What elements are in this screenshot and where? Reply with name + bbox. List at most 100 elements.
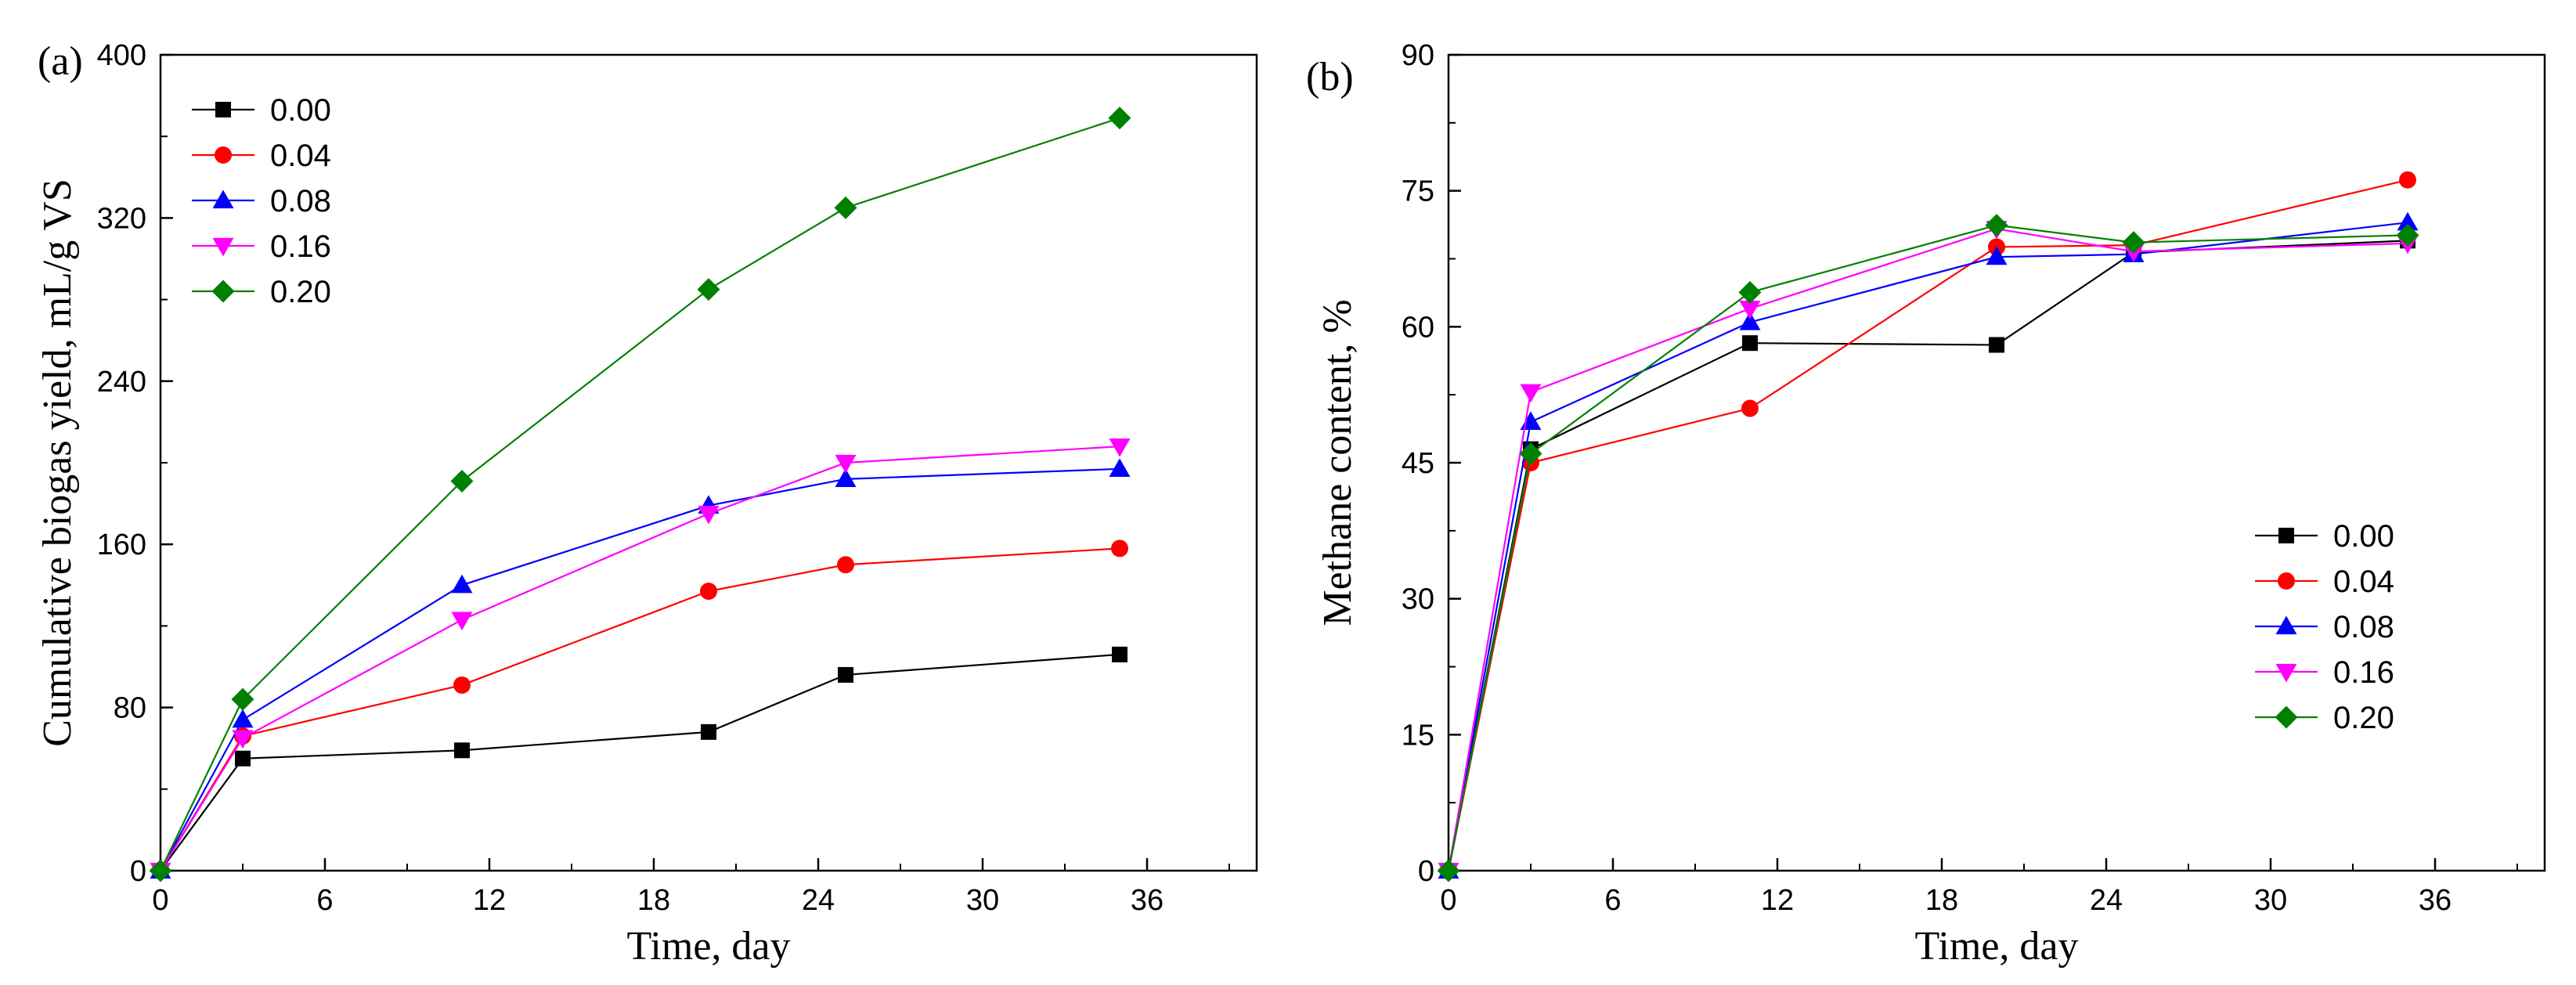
legend-marker-0.00: [215, 102, 231, 117]
data-point-0.20: [1738, 280, 1762, 304]
legend-label-0.16: 0.16: [270, 229, 331, 264]
data-point-0.04: [2399, 171, 2416, 189]
y-tick-label: 30: [1402, 583, 1434, 616]
panel-b-plot-area: 0 6 12 18 24 30 36 0 15 30 45 60 75 90: [1402, 39, 2546, 917]
data-point-0.16: [1520, 384, 1542, 403]
data-point-0.00: [1989, 337, 2004, 353]
y-tick-label: 240: [97, 366, 146, 399]
legend-label-0.00: 0.00: [270, 93, 331, 128]
x-tick-label: 24: [2090, 884, 2123, 917]
data-point-0.00: [1742, 335, 1758, 352]
panel-a-legend: 0.00 0.04 0.08 0.16 0.20: [192, 93, 331, 309]
data-point-0.04: [700, 583, 717, 601]
panel-a-label: (a): [38, 39, 83, 84]
data-point-0.16: [698, 506, 720, 525]
series-line-0.08: [160, 467, 1120, 871]
legend-marker-0.08: [2275, 615, 2297, 635]
y-tick-label: 320: [97, 202, 146, 235]
x-tick-label: 6: [316, 884, 333, 917]
x-tick-label: 36: [2419, 884, 2452, 917]
data-point-0.16: [451, 612, 473, 631]
data-point-0.04: [1111, 539, 1128, 557]
panel-b-series: [1437, 171, 2419, 882]
legend-label-0.20: 0.20: [2333, 701, 2394, 735]
legend-label-0.04: 0.04: [2333, 565, 2394, 599]
x-tick-label: 18: [1925, 884, 1958, 917]
x-tick-label: 12: [473, 884, 506, 917]
y-tick-label: 160: [97, 529, 146, 561]
series-line-0.08: [1447, 222, 2408, 871]
x-tick-label: 24: [802, 884, 835, 917]
data-point-0.20: [1437, 859, 1460, 882]
y-tick-label: 75: [1402, 175, 1434, 208]
data-point-0.16: [835, 454, 857, 474]
data-point-0.20: [149, 859, 172, 882]
data-point-0.20: [2396, 223, 2419, 247]
data-point-0.08: [1986, 246, 2008, 265]
panel-b-axes-frame: [1447, 53, 2546, 872]
legend-label-0.20: 0.20: [270, 275, 331, 309]
series-line-0.16: [1447, 228, 2408, 871]
x-tick-label: 12: [1761, 884, 1794, 917]
data-point-0.20: [2122, 231, 2145, 254]
legend-label-0.16: 0.16: [2333, 655, 2394, 690]
series-line-0.04: [160, 547, 1120, 871]
x-tick-label: 30: [966, 884, 999, 917]
panel-b-legend: 0.00 0.04 0.08 0.16 0.20: [2255, 519, 2394, 735]
x-tick-label: 30: [2254, 884, 2287, 917]
x-tick-label: 0: [152, 884, 168, 917]
panel-a: (a) 0 6 12 18 24 30 36 0 80 160 240 320 400 Time, da…: [35, 39, 1258, 969]
data-point-0.04: [453, 676, 471, 694]
data-point-0.08: [1739, 312, 1761, 330]
data-point-0.20: [834, 196, 857, 219]
x-tick-label: 18: [637, 884, 670, 917]
y-tick-label: 45: [1402, 447, 1434, 480]
data-point-0.08: [2397, 211, 2419, 231]
data-point-0.20: [697, 278, 720, 301]
legend-marker-0.20: [2275, 705, 2298, 729]
data-point-0.08: [1520, 411, 1542, 431]
y-tick-label: 0: [1418, 855, 1434, 888]
legend-marker-0.16: [2275, 663, 2297, 683]
panel-a-y-axis-title: Cumulative biogas yield, mL/g VS: [35, 179, 80, 747]
series-line-0.16: [160, 446, 1120, 871]
data-point-0.20: [1108, 106, 1131, 130]
data-point-0.20: [1985, 214, 2008, 237]
series-line-0.04: [1447, 179, 2408, 871]
legend-label-0.08: 0.08: [270, 184, 331, 218]
data-point-0.00: [838, 666, 853, 683]
x-tick-label: 6: [1604, 884, 1621, 917]
data-point-0.00: [1112, 646, 1127, 662]
legend-marker-0.04: [215, 146, 232, 164]
panel-a-ticks: 0 6 12 18 24 30 36 0 80 160 240 320 400: [97, 39, 1230, 917]
data-point-0.20: [231, 687, 254, 711]
data-point-0.20: [450, 469, 474, 492]
data-point-0.16: [1739, 301, 1761, 319]
legend-label-0.00: 0.00: [2333, 519, 2394, 554]
data-point-0.08: [451, 574, 473, 594]
legend-marker-0.00: [2278, 528, 2294, 543]
data-point-0.16: [232, 730, 254, 749]
data-point-0.08: [232, 709, 254, 728]
series-line-0.20: [1447, 224, 2408, 871]
panel-b-label: (b): [1306, 55, 1354, 99]
y-tick-label: 15: [1402, 719, 1434, 752]
data-point-0.20: [1519, 442, 1542, 465]
legend-marker-0.20: [211, 280, 235, 303]
legend-label-0.08: 0.08: [2333, 610, 2394, 644]
data-point-0.00: [454, 742, 470, 759]
panel-b-ticks: 0 6 12 18 24 30 36 0 15 30 45 60 75 90: [1402, 39, 2518, 917]
legend-marker-0.04: [2278, 572, 2295, 590]
data-point-0.04: [1741, 399, 1759, 417]
x-tick-label: 0: [1440, 884, 1456, 917]
x-tick-label: 36: [1131, 884, 1164, 917]
data-point-0.04: [837, 556, 854, 574]
series-line-0.00: [1447, 240, 2408, 871]
panel-b-x-axis-title: Time, day: [1915, 924, 2079, 969]
y-tick-label: 400: [97, 39, 146, 72]
data-point-0.08: [1109, 458, 1131, 477]
panel-a-series: [149, 106, 1131, 882]
series-line-0.00: [160, 653, 1120, 871]
